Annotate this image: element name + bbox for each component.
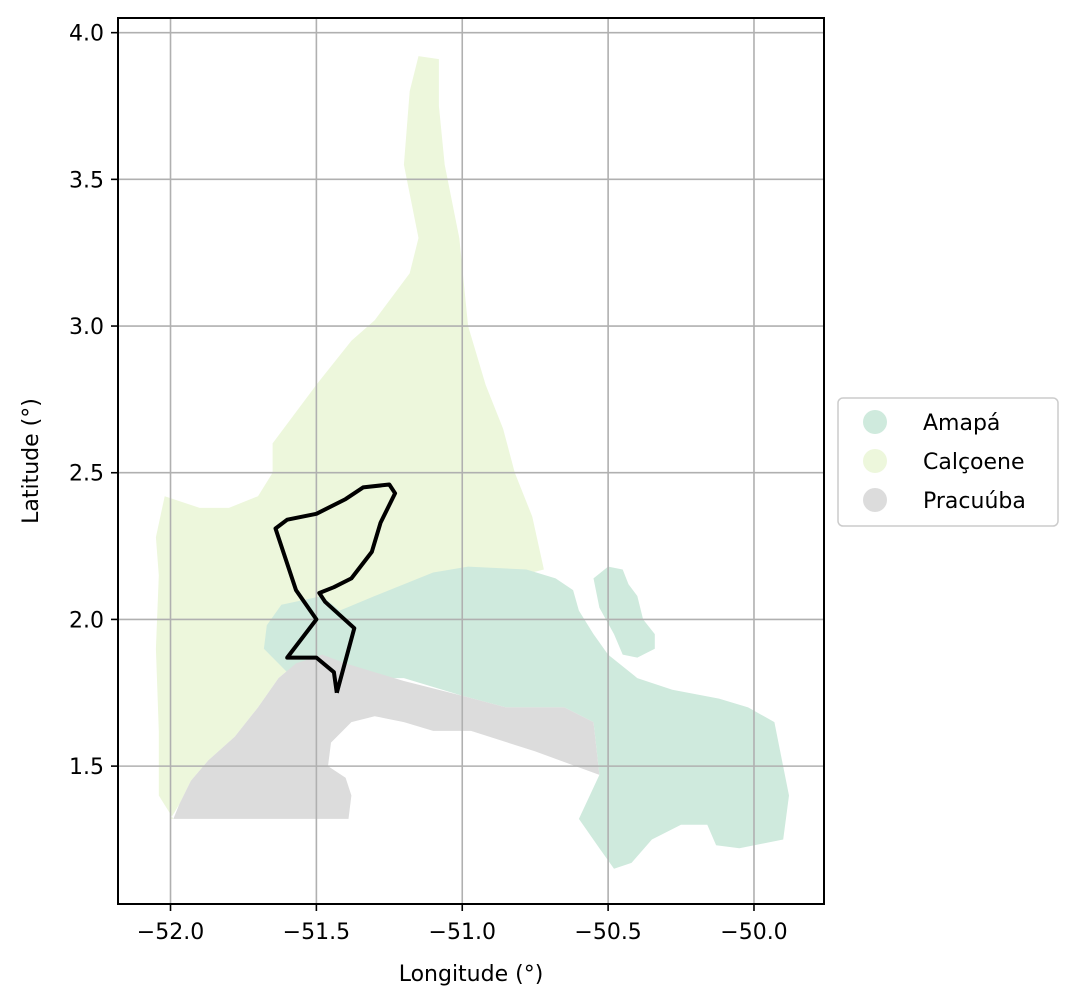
legend: Amapá Calçoene Pracuúba bbox=[837, 397, 1059, 527]
y-axis-ticks: 1.5 2.0 2.5 3.0 3.5 4.0 bbox=[69, 22, 118, 780]
legend-marker bbox=[863, 449, 887, 473]
regions-layer bbox=[155, 56, 789, 869]
x-tick-label: −50.5 bbox=[574, 920, 641, 945]
y-tick-label: 3.5 bbox=[69, 168, 104, 193]
x-axis-ticks: −52.0 −51.5 −51.0 −50.5 −50.0 bbox=[137, 904, 788, 945]
legend-marker bbox=[863, 410, 887, 434]
region-amap-island- bbox=[593, 566, 655, 658]
y-tick-label: 1.5 bbox=[69, 755, 104, 780]
x-tick-label: −51.0 bbox=[429, 920, 496, 945]
region-cal-oene bbox=[155, 56, 544, 819]
legend-label: Amapá bbox=[923, 411, 1000, 436]
legend-label: Calçoene bbox=[923, 450, 1025, 475]
y-tick-label: 2.0 bbox=[69, 608, 104, 633]
region-amap- bbox=[263, 566, 789, 869]
y-tick-label: 2.5 bbox=[69, 462, 104, 487]
x-tick-label: −50.0 bbox=[720, 920, 787, 945]
legend-marker bbox=[863, 488, 887, 512]
x-axis-label: Longitude (°) bbox=[399, 962, 544, 987]
legend-label: Pracuúba bbox=[923, 489, 1026, 514]
x-tick-label: −51.5 bbox=[283, 920, 350, 945]
legend-box bbox=[837, 397, 1059, 527]
plot-frame bbox=[117, 17, 825, 905]
y-tick-label: 4.0 bbox=[69, 22, 104, 47]
y-tick-label: 3.0 bbox=[69, 315, 104, 340]
x-tick-label: −52.0 bbox=[137, 920, 204, 945]
boundary-outline bbox=[273, 482, 398, 694]
region-pracu-ba bbox=[173, 654, 600, 819]
grid-layer bbox=[118, 18, 824, 904]
y-axis-label: Latitude (°) bbox=[19, 398, 44, 524]
outline-layer bbox=[273, 482, 398, 694]
